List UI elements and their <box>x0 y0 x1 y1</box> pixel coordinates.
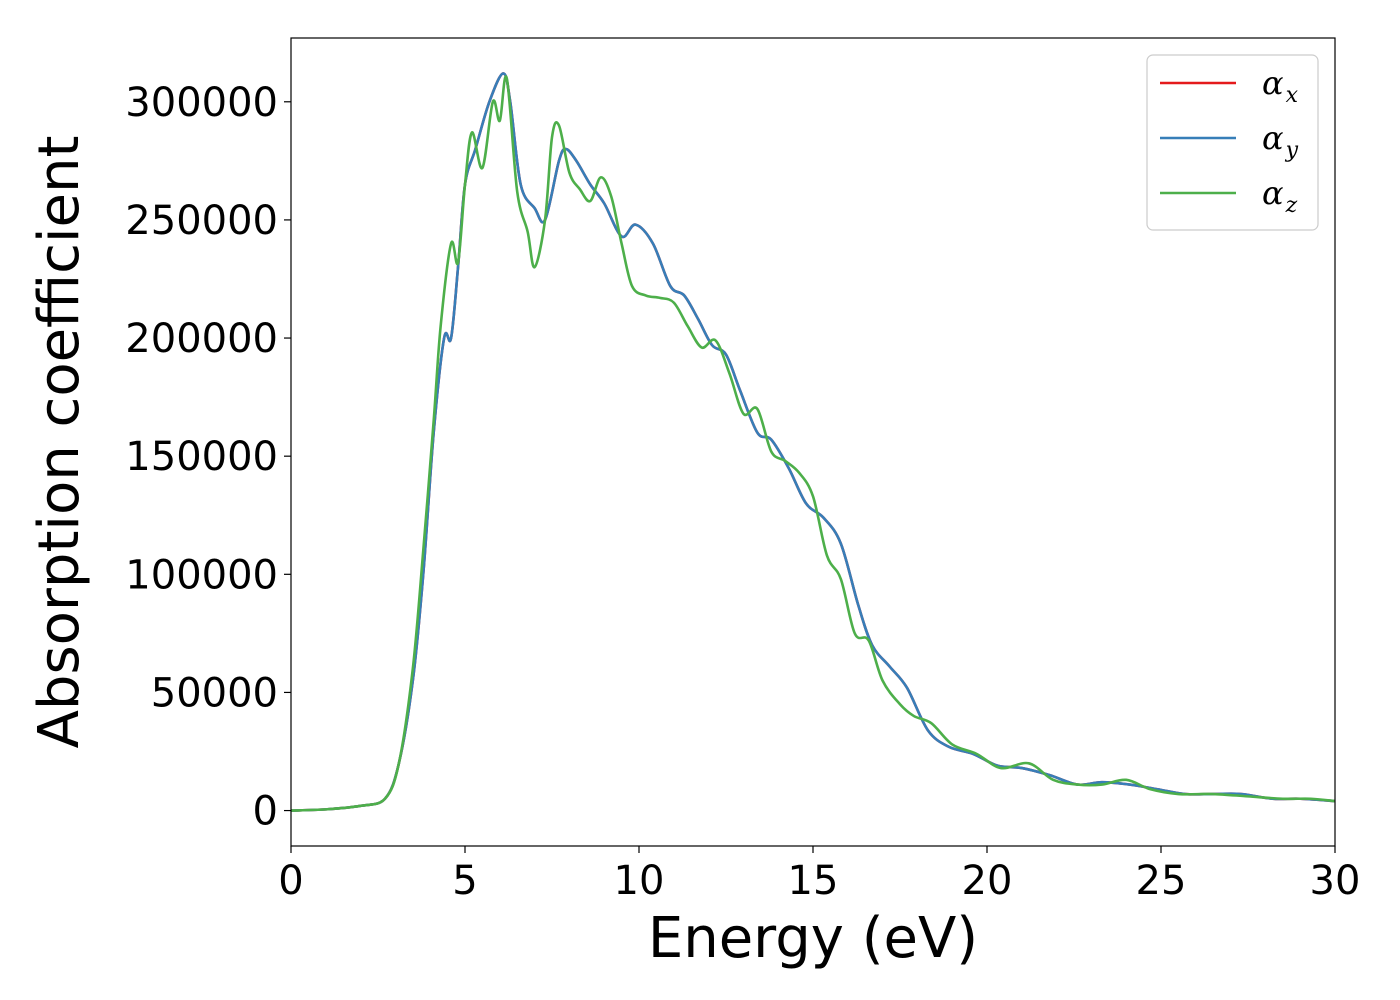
series-line-y <box>291 72 1335 812</box>
x-tick-label: 20 <box>962 858 1013 904</box>
y-tick-label: 0 <box>253 789 278 835</box>
y-tick-label: 50000 <box>151 670 278 716</box>
x-axis-ticks: 0 5 10 15 20 25 30 <box>278 846 1360 904</box>
x-tick-label: 25 <box>1136 858 1187 904</box>
legend-item-z: αz <box>1160 174 1298 218</box>
legend-label: αy <box>1262 119 1299 163</box>
y-tick-label: 250000 <box>125 198 278 244</box>
y-tick-label: 200000 <box>125 316 278 362</box>
y-axis-ticks: 0 50000 100000 150000 200000 250000 300000 <box>125 80 291 835</box>
legend-entries: αx αy αz <box>1160 64 1299 218</box>
legend-item-y: αy <box>1160 119 1299 163</box>
x-tick-label: 10 <box>614 858 665 904</box>
y-tick-label: 100000 <box>125 552 278 598</box>
x-tick-label: 5 <box>452 858 477 904</box>
y-tick-label: 300000 <box>125 80 278 126</box>
y-axis-label: Absorption coefficient <box>27 136 92 749</box>
y-tick-label: 150000 <box>125 434 278 480</box>
series-line-z <box>291 75 1335 812</box>
legend-box <box>1146 54 1319 231</box>
x-axis-label: Energy (eV) <box>648 906 978 971</box>
x-tick-label: 30 <box>1310 858 1361 904</box>
legend-label: αx <box>1262 64 1299 108</box>
plot-lines <box>291 72 1335 812</box>
x-tick-label: 15 <box>788 858 839 904</box>
legend-item-x: αx <box>1160 64 1299 108</box>
legend: αx αy αz <box>1146 54 1319 231</box>
x-tick-label: 0 <box>278 858 303 904</box>
legend-label: αz <box>1262 174 1298 218</box>
